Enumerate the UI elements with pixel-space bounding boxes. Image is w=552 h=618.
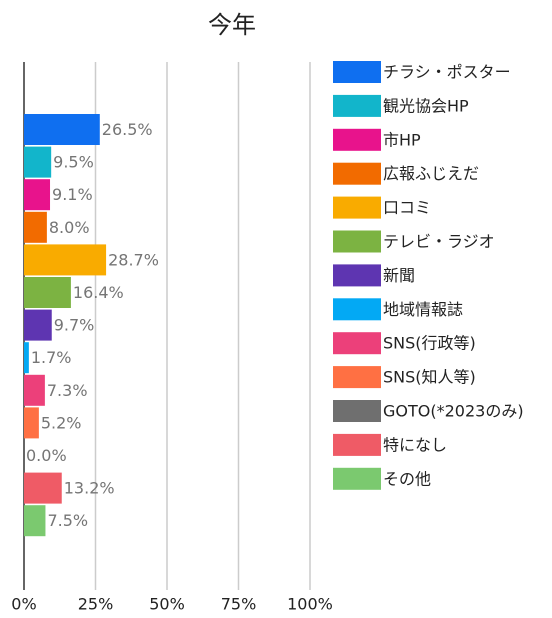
x-tick-label: 100%: [287, 595, 333, 614]
bar: [24, 146, 52, 178]
bar: [24, 114, 100, 145]
legend-label: 広報ふじえだ: [383, 164, 479, 183]
legend-swatch: [333, 433, 381, 456]
bar: [24, 505, 46, 537]
legend-label: その他: [383, 469, 431, 488]
bar: [24, 472, 62, 504]
legend-swatch: [333, 162, 381, 185]
data-label: 26.5%: [102, 120, 153, 139]
data-label: 7.5%: [47, 511, 88, 530]
legend-swatch: [333, 94, 381, 117]
legend-label: GOTO(*2023のみ): [383, 402, 524, 421]
data-label: 13.2%: [64, 479, 115, 498]
bar: [24, 179, 51, 211]
legend-swatch: [333, 467, 381, 490]
legend-label: 地域情報誌: [383, 300, 463, 319]
legend-label: SNS(知人等): [383, 368, 476, 387]
legend-swatch: [333, 230, 381, 253]
data-label: 9.1%: [52, 185, 93, 204]
legend-swatch: [333, 298, 381, 321]
data-label: 16.4%: [73, 283, 124, 302]
data-label: 9.7%: [54, 316, 95, 335]
bar: [24, 407, 39, 439]
x-tick-label: 25%: [78, 595, 114, 614]
bar: [24, 309, 52, 341]
data-label: 8.0%: [49, 218, 90, 237]
chart-title: 今年: [208, 11, 256, 39]
legend-swatch: [333, 332, 381, 355]
x-tick-label: 0%: [11, 595, 36, 614]
data-label: 7.3%: [47, 381, 88, 400]
bar: [24, 374, 45, 406]
bar: [24, 244, 107, 276]
data-label: 1.7%: [31, 348, 72, 367]
legend-swatch: [333, 128, 381, 151]
legend-label: 特になし: [383, 435, 447, 454]
legend-label: チラシ・ポスター: [383, 63, 511, 82]
data-label: 9.5%: [53, 153, 94, 172]
bar: [24, 277, 71, 308]
legend-label: SNS(行政等): [383, 334, 476, 353]
data-label: 0.0%: [26, 446, 67, 465]
legend-label: 口コミ: [383, 198, 431, 217]
legend-swatch: [333, 400, 381, 422]
legend-swatch: [333, 61, 381, 83]
legend-swatch: [333, 366, 381, 389]
x-tick-label: 50%: [149, 595, 185, 614]
data-label: 5.2%: [41, 413, 82, 432]
legend-label: テレビ・ラジオ: [383, 232, 495, 251]
bar: [24, 211, 47, 243]
legend-label: 観光協会HP: [383, 96, 469, 115]
legend-swatch: [333, 196, 381, 219]
legend-label: 新聞: [383, 266, 415, 285]
x-tick-label: 75%: [221, 595, 257, 614]
bar: [24, 342, 29, 374]
legend-label: 市HP: [383, 130, 421, 149]
legend-swatch: [333, 264, 381, 287]
data-label: 28.7%: [108, 250, 159, 269]
